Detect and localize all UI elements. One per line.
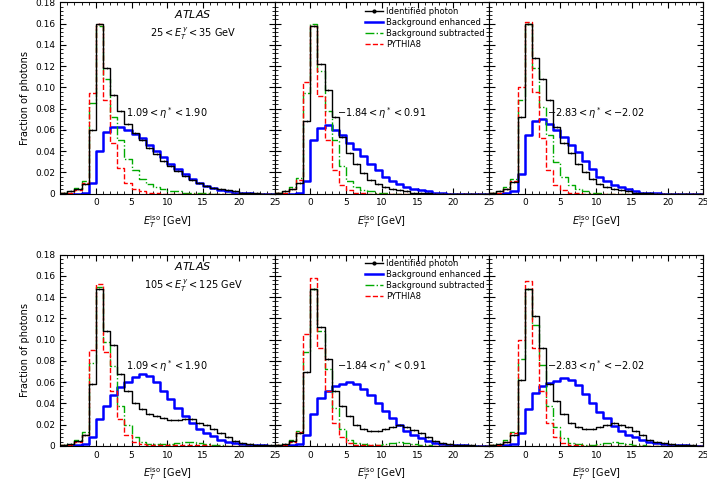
Text: $1.09 < \eta^* < 1.90$: $1.09 < \eta^* < 1.90$: [127, 358, 208, 373]
X-axis label: $E_T^{\mathrm{iso}}$ [GeV]: $E_T^{\mathrm{iso}}$ [GeV]: [143, 213, 192, 230]
Legend: Identified photon, Background enhanced, Background subtracted, PYTHIA8: Identified photon, Background enhanced, …: [365, 259, 485, 301]
Text: $\mathbf{\mathit{ATLAS}}$: $\mathbf{\mathit{ATLAS}}$: [175, 8, 212, 20]
X-axis label: $E_T^{\mathrm{iso}}$ [GeV]: $E_T^{\mathrm{iso}}$ [GeV]: [572, 466, 621, 482]
X-axis label: $E_T^{\mathrm{iso}}$ [GeV]: $E_T^{\mathrm{iso}}$ [GeV]: [357, 466, 407, 482]
Legend: Identified photon, Background enhanced, Background subtracted, PYTHIA8: Identified photon, Background enhanced, …: [365, 7, 485, 49]
Text: $1.09 < \eta^* < 1.90$: $1.09 < \eta^* < 1.90$: [127, 105, 208, 121]
Y-axis label: Fraction of photons: Fraction of photons: [20, 51, 30, 145]
Text: $105 < E_T^{\,\gamma} < 125$ GeV: $105 < E_T^{\,\gamma} < 125$ GeV: [144, 278, 243, 294]
Text: $-1.84 < \eta^* < 0.91$: $-1.84 < \eta^* < 0.91$: [337, 358, 426, 373]
X-axis label: $E_T^{\mathrm{iso}}$ [GeV]: $E_T^{\mathrm{iso}}$ [GeV]: [143, 466, 192, 482]
Y-axis label: Fraction of photons: Fraction of photons: [20, 303, 30, 397]
X-axis label: $E_T^{\mathrm{iso}}$ [GeV]: $E_T^{\mathrm{iso}}$ [GeV]: [572, 213, 621, 230]
Text: $-2.83 < \eta^* < -2.02$: $-2.83 < \eta^* < -2.02$: [547, 358, 645, 373]
X-axis label: $E_T^{\mathrm{iso}}$ [GeV]: $E_T^{\mathrm{iso}}$ [GeV]: [357, 213, 407, 230]
Text: $\mathbf{\mathit{ATLAS}}$: $\mathbf{\mathit{ATLAS}}$: [175, 261, 212, 272]
Text: $-1.84 < \eta^* < 0.91$: $-1.84 < \eta^* < 0.91$: [337, 105, 426, 121]
Text: $25 < E_T^{\,\gamma} < 35$ GeV: $25 < E_T^{\,\gamma} < 35$ GeV: [150, 25, 236, 42]
Text: $-2.83 < \eta^* < -2.02$: $-2.83 < \eta^* < -2.02$: [547, 105, 645, 121]
